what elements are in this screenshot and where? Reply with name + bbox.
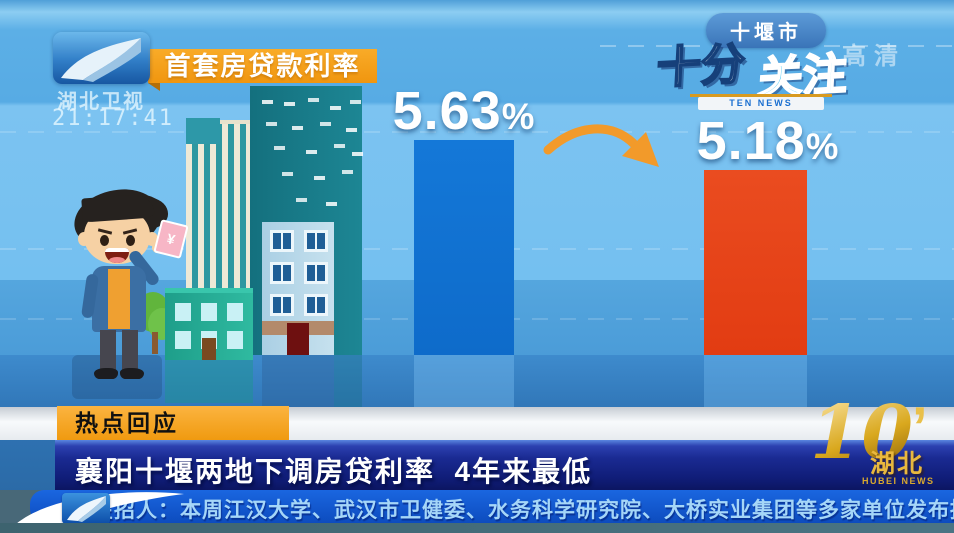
mouth <box>105 248 129 263</box>
shoe <box>94 368 118 379</box>
bar-value-new: 5.18 <box>696 111 806 171</box>
program-logo-left: 十分 <box>654 39 747 95</box>
bar-value-label-old: 5.63% <box>374 80 554 142</box>
bar-reflection <box>414 355 514 408</box>
badge-subtitle: HUBEI NEWS <box>862 476 935 486</box>
striped-tower-building <box>186 120 250 299</box>
headline-banner <box>55 440 954 491</box>
banner-fold <box>148 83 160 91</box>
clock-timestamp: 21:17:41 <box>52 106 174 131</box>
window <box>304 294 328 316</box>
headline-text: 襄阳十堰两地下调房贷利率 4年来最低 <box>75 456 593 487</box>
ticker-station-logo <box>62 493 110 524</box>
shirt <box>108 269 130 329</box>
bottom-edge-strip <box>0 523 954 533</box>
tower-cap <box>186 118 220 144</box>
percent-unit: % <box>805 126 840 167</box>
eye <box>100 235 109 246</box>
building-reflection <box>334 355 362 407</box>
leg <box>122 330 138 372</box>
window <box>304 262 328 284</box>
eye <box>126 235 135 246</box>
chart-title-banner: 首套房贷款利率 <box>148 49 377 83</box>
window <box>270 230 294 252</box>
city-tag: 十堰市 <box>706 13 826 48</box>
building-door <box>202 338 216 360</box>
bar-reflection <box>704 355 807 408</box>
badge-number: 10 <box>810 390 913 476</box>
hair-bangs <box>81 193 155 223</box>
bar-old-rate <box>414 140 514 355</box>
hubei-news-10-badge: 10 ’ 湖北 HUBEI NEWS <box>800 390 954 495</box>
percent-unit: % <box>501 96 536 137</box>
shoe <box>120 368 144 379</box>
building-reflection <box>262 355 334 407</box>
light-blue-building <box>262 222 334 355</box>
ticker-text: 在招人：本周江汉大学、武汉市卫健委、水务科学研究院、大桥实业集团等多家单位发布招… <box>92 499 954 522</box>
badge-apostrophe: ’ <box>912 395 928 458</box>
teeth <box>105 248 129 252</box>
building-windows <box>175 303 191 321</box>
dashed-line <box>0 131 954 133</box>
building-door <box>287 323 309 355</box>
topic-tag-banner: 热点回应 <box>57 406 289 440</box>
cartoon-man: ¥ <box>62 185 189 390</box>
road-swoosh-icon <box>67 496 106 522</box>
program-logo-underline <box>690 94 832 97</box>
character-reflection <box>72 355 162 399</box>
bar-value-label-new: 5.18% <box>668 110 868 172</box>
bar-value-old: 5.63 <box>392 81 502 141</box>
window <box>270 294 294 316</box>
leg <box>100 330 116 372</box>
window <box>270 262 294 284</box>
building-reflection <box>165 355 253 403</box>
hd-watermark: 高清 <box>842 43 906 70</box>
hubei-tv-logo <box>53 32 150 84</box>
window <box>304 230 328 252</box>
badge-name: 湖北 <box>870 450 925 478</box>
tongue <box>109 257 125 263</box>
skyscraper-windows <box>262 100 273 104</box>
program-logo-subtitle: TEN NEWS <box>698 97 824 110</box>
tree-trunk <box>152 332 158 354</box>
ticker-bar <box>30 490 954 523</box>
decrease-arrow-icon <box>543 124 659 167</box>
green-midrise-building <box>165 288 253 360</box>
road-swoosh-icon <box>61 38 141 82</box>
bar-new-rate <box>704 170 807 355</box>
station-name: 湖北卫视 <box>57 91 145 113</box>
